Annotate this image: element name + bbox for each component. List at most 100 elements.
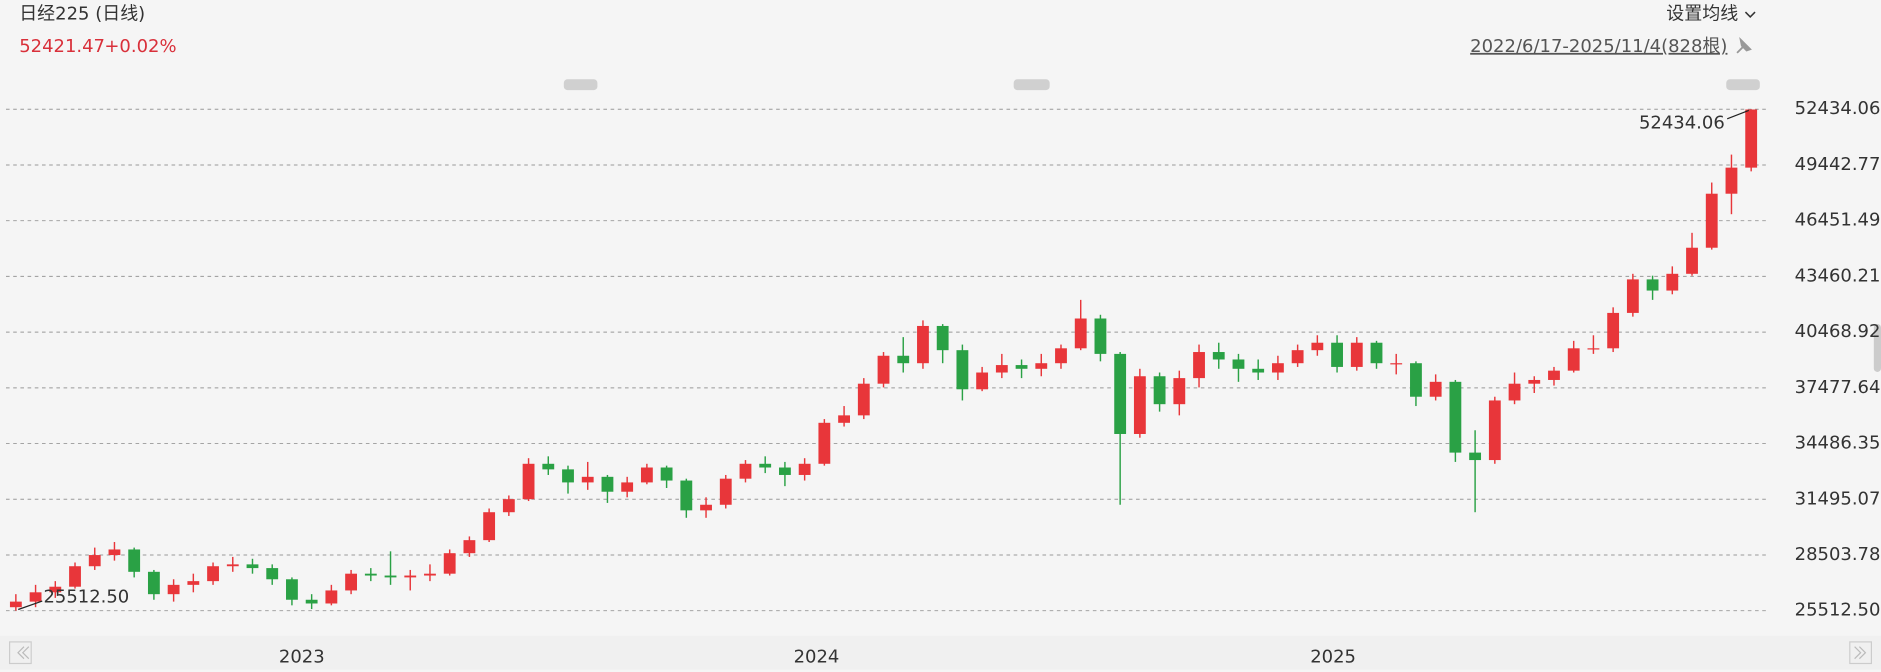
candle-body (719, 478, 732, 505)
candle-body (1153, 376, 1166, 405)
candle-body (522, 463, 535, 500)
candle-body (1725, 167, 1738, 194)
candle-body (1193, 352, 1205, 379)
candle-body (1015, 365, 1028, 369)
candle-body (976, 372, 989, 390)
candle-body (1350, 342, 1363, 367)
candle-body (1212, 352, 1225, 360)
candle-body (246, 564, 259, 569)
y-tick-label: 37477.64 (1795, 377, 1881, 398)
scroll-left[interactable] (8, 641, 32, 665)
candle-body (838, 415, 850, 423)
candle-body (463, 540, 476, 554)
dropdown-icon[interactable] (1744, 11, 1756, 19)
candle-body (1390, 363, 1403, 365)
candle-body (700, 504, 712, 511)
min-annotation: 25512.50 (43, 587, 129, 608)
candle-body (640, 467, 653, 483)
candle-body (680, 480, 693, 511)
candle-body (226, 564, 239, 567)
candle-body (286, 579, 298, 600)
candle-body (108, 549, 121, 556)
candle-body (1449, 381, 1462, 453)
candle-body (1666, 273, 1679, 291)
candle-body (1370, 342, 1383, 364)
max-arrow (1726, 109, 1749, 120)
candle-body (917, 325, 929, 364)
scroll-right-icon[interactable] (1854, 646, 1867, 660)
candle-body (779, 467, 791, 475)
candle-body (897, 355, 910, 364)
candle-body (1291, 350, 1304, 364)
candle-body (1646, 279, 1659, 291)
candle-body (305, 599, 318, 604)
scroll-left-icon[interactable] (17, 646, 30, 660)
candle-body (581, 476, 594, 483)
candle-body (660, 467, 673, 481)
candle-body (1548, 370, 1560, 380)
candle-body (601, 476, 614, 492)
candle-body (1626, 279, 1639, 313)
candle-body (1035, 363, 1048, 369)
chart-title: 日经225 (日线) (19, 4, 145, 25)
x-tick-label: 2024 (794, 646, 840, 667)
y-tick-label: 25512.50 (1795, 600, 1881, 621)
candle-body (621, 482, 634, 492)
y-tick-label: 49442.77 (1795, 154, 1881, 175)
candle-body (207, 566, 219, 582)
candle-body (502, 499, 515, 513)
candle-body (1311, 342, 1324, 351)
pin-icon[interactable] (1736, 36, 1752, 54)
scroll-handle[interactable] (1873, 324, 1881, 372)
candle-body (1587, 348, 1600, 350)
candle-body (325, 590, 338, 604)
candle-body (404, 575, 417, 578)
date-range[interactable]: 2022/6/17-2025/11/4(828根) (1470, 36, 1727, 57)
candle-body (1488, 400, 1501, 461)
candle-body (1173, 378, 1186, 405)
candle-body (798, 463, 811, 475)
candle-body (857, 383, 870, 416)
candle-body (739, 463, 752, 479)
candle-body (49, 586, 62, 593)
candle-body (1528, 379, 1541, 384)
candle-body (1745, 109, 1758, 168)
last-price: 52421.47 (19, 36, 105, 57)
candle-body (266, 568, 279, 580)
candle-body (1607, 312, 1620, 349)
candle-body (1252, 368, 1265, 373)
y-tick-label: 34486.35 (1795, 433, 1881, 454)
scroll-right[interactable] (1849, 641, 1873, 665)
blurred-label (1726, 79, 1760, 91)
candle-body (364, 573, 377, 576)
candle-body (1331, 342, 1343, 367)
ma-settings[interactable]: 设置均线 (1666, 4, 1738, 25)
candle-body (1055, 348, 1067, 364)
y-tick-label: 52434.06 (1795, 98, 1881, 119)
candle-body (818, 422, 831, 464)
change-percent: +0.02% (104, 36, 176, 57)
x-tick-label: 2023 (279, 646, 325, 667)
candle-body (1133, 376, 1146, 434)
candle-body (936, 325, 949, 351)
candle-body (877, 355, 890, 384)
y-tick-label: 28503.78 (1795, 544, 1881, 565)
candle-body (1094, 318, 1107, 354)
candle-body (424, 573, 436, 576)
y-tick-label: 46451.49 (1795, 210, 1881, 231)
candle-body (1429, 381, 1442, 397)
candle-body (167, 584, 180, 595)
candle-body (345, 573, 358, 591)
candle-body (1705, 193, 1718, 248)
candle-body (1469, 452, 1482, 461)
candle-body (88, 555, 101, 567)
candle-body (483, 512, 496, 541)
candle-body (1232, 359, 1245, 369)
candle-body (759, 463, 772, 468)
min-arrow (18, 600, 43, 611)
candle-body (69, 566, 81, 587)
candle-body (1410, 363, 1422, 397)
candle-body (147, 571, 160, 595)
